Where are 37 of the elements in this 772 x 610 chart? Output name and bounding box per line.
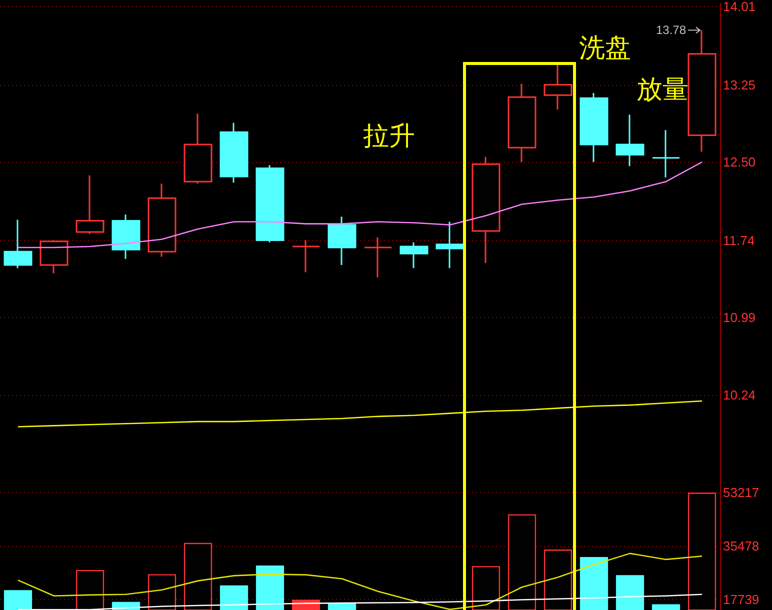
y-tick-label: 35478 bbox=[723, 538, 760, 554]
candlestick bbox=[400, 242, 428, 269]
candlestick bbox=[652, 129, 680, 178]
candlestick bbox=[148, 182, 176, 258]
line-series bbox=[17, 400, 703, 428]
candlestick bbox=[436, 221, 464, 269]
candlestick bbox=[544, 63, 572, 110]
line-series bbox=[17, 161, 703, 248]
candlestick bbox=[616, 114, 644, 167]
candlestick bbox=[472, 156, 500, 264]
y-tick-label: 10.24 bbox=[723, 387, 756, 402]
candlestick bbox=[688, 29, 716, 152]
candlestick bbox=[220, 122, 248, 184]
y-tick-label: 10.99 bbox=[723, 310, 756, 326]
candlestick bbox=[256, 164, 284, 244]
candlestick bbox=[328, 216, 356, 266]
candlestick bbox=[364, 236, 392, 278]
candlestick bbox=[292, 240, 320, 273]
line-series bbox=[17, 552, 703, 610]
candlestick bbox=[76, 174, 104, 235]
annotation: 拉升 bbox=[362, 121, 415, 152]
annotation: 13.78 bbox=[656, 23, 686, 38]
y-tick-label: 13.25 bbox=[723, 77, 756, 92]
candlestick bbox=[112, 214, 140, 260]
y-tick-label: 11.74 bbox=[723, 232, 755, 248]
y-tick-label: 12.50 bbox=[723, 154, 756, 170]
line-series bbox=[17, 594, 703, 610]
y-tick-label: 53217 bbox=[723, 485, 760, 500]
y-tick-label: 17739 bbox=[723, 592, 760, 607]
y-tick-label: 14.01 bbox=[723, 0, 756, 14]
annotation: 洗盘 bbox=[578, 34, 631, 64]
candlestick bbox=[508, 82, 536, 163]
candlestick bbox=[40, 240, 68, 274]
candlestick bbox=[184, 112, 212, 184]
candlestick bbox=[580, 92, 608, 163]
candlestick bbox=[4, 218, 32, 269]
annotation: 放量 bbox=[636, 74, 688, 105]
